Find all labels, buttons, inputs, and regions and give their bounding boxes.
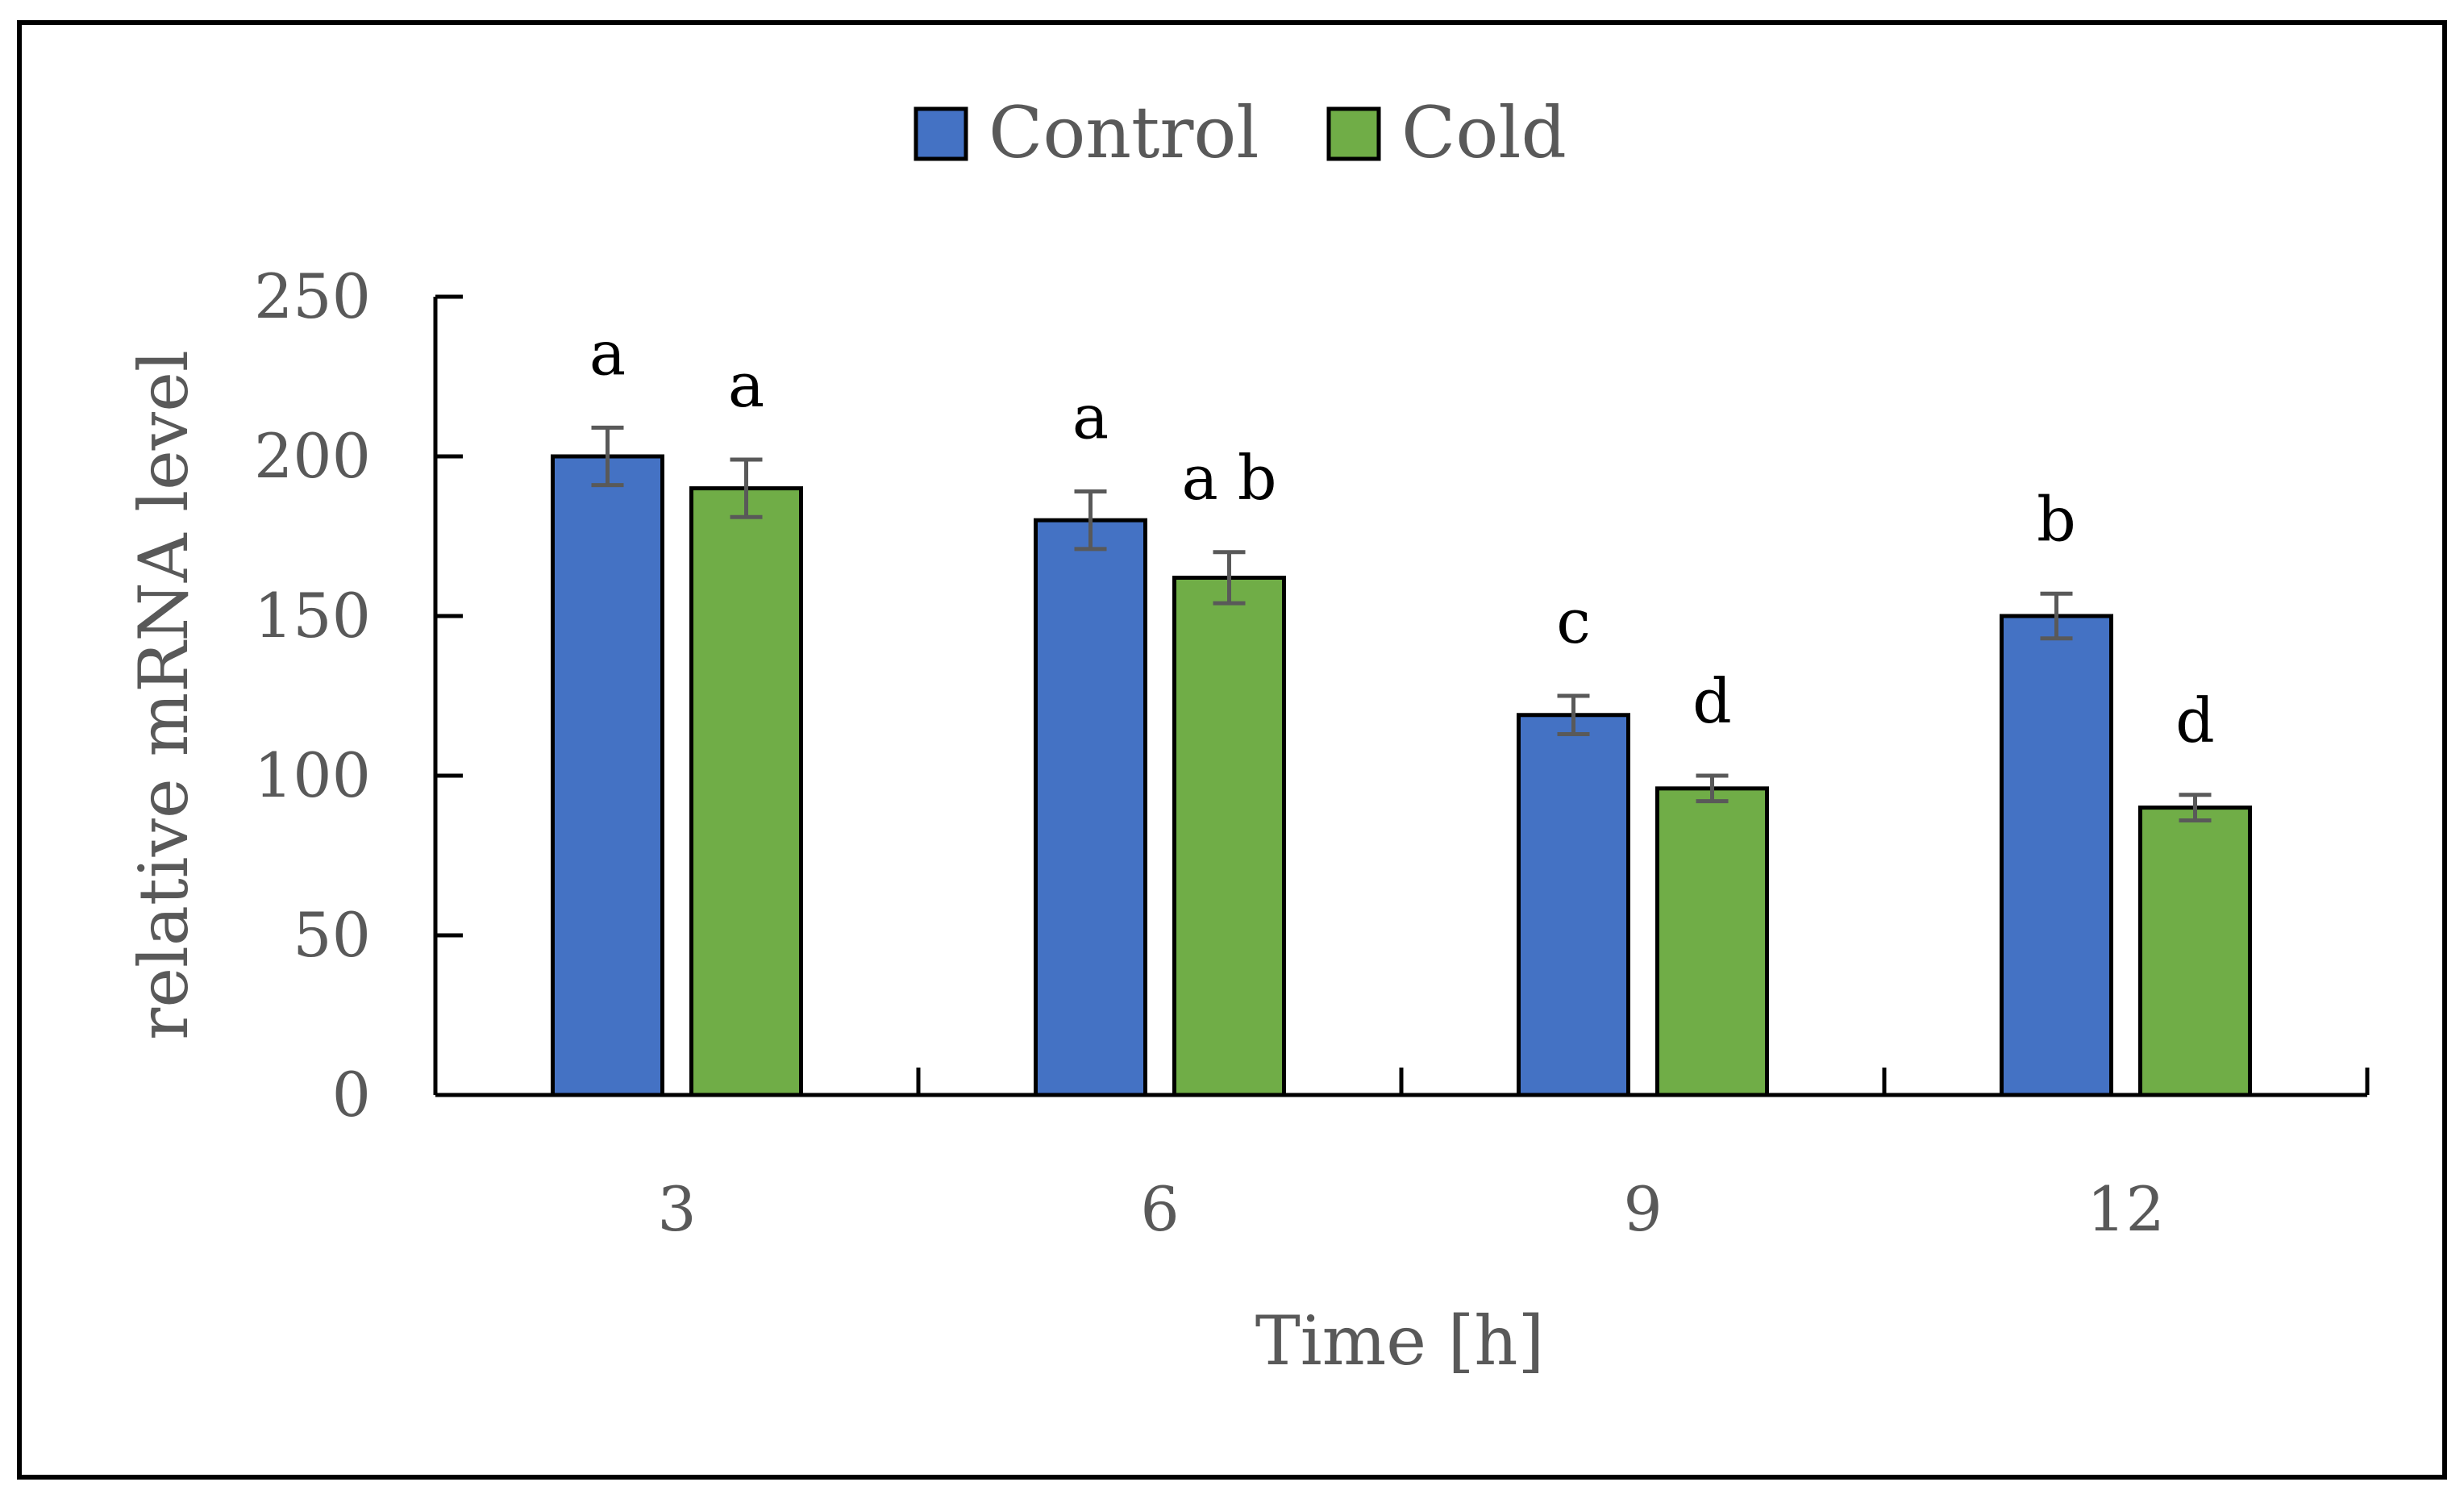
bars	[551, 454, 2252, 1097]
x-tick-label: 6	[1140, 1173, 1179, 1245]
significance-label-control: a	[1072, 381, 1109, 453]
y-tick-label: 250	[254, 260, 371, 332]
y-tick-label: 50	[293, 899, 371, 971]
bar-cold	[1655, 786, 1769, 1097]
y-tick-label: 0	[332, 1059, 371, 1130]
x-tick-label: 3	[657, 1173, 696, 1245]
bar-cold	[689, 486, 803, 1097]
bar-control	[551, 454, 664, 1097]
bar-control	[2000, 614, 2113, 1097]
x-tick-label: 9	[1623, 1173, 1662, 1245]
legend: Control Cold	[914, 91, 1567, 174]
significance-label-control: a	[589, 317, 626, 389]
significance-label-cold: d	[2175, 685, 2215, 756]
bar-control	[1517, 713, 1630, 1097]
bar-control	[1034, 518, 1147, 1097]
bar-cold	[1172, 575, 1286, 1097]
legend-label-control: Control	[989, 91, 1259, 174]
legend-swatch-control	[914, 106, 968, 161]
bar-cold	[2138, 806, 2252, 1097]
y-tick-label: 200	[254, 420, 371, 492]
x-tick-label: 12	[2087, 1173, 2165, 1245]
y-tick-label: 100	[254, 739, 371, 811]
y-tick-label: 150	[254, 580, 371, 652]
significance-label-cold: d	[1692, 665, 1732, 737]
x-axis-title: Time [h]	[1255, 1301, 1545, 1380]
legend-swatch-cold	[1326, 106, 1381, 161]
y-axis: 0 50 100 150 200 250	[254, 260, 463, 1130]
significance-labels: a a a a b c d b d	[589, 317, 2215, 756]
significance-label-cold: a b	[1181, 442, 1276, 514]
significance-label-control: b	[2037, 483, 2076, 555]
significance-label-cold: a	[728, 349, 764, 421]
legend-label-cold: Cold	[1401, 91, 1567, 174]
error-bars	[591, 425, 2212, 822]
y-axis-title: relative mRNA level	[124, 350, 203, 1040]
significance-label-control: c	[1556, 585, 1591, 657]
